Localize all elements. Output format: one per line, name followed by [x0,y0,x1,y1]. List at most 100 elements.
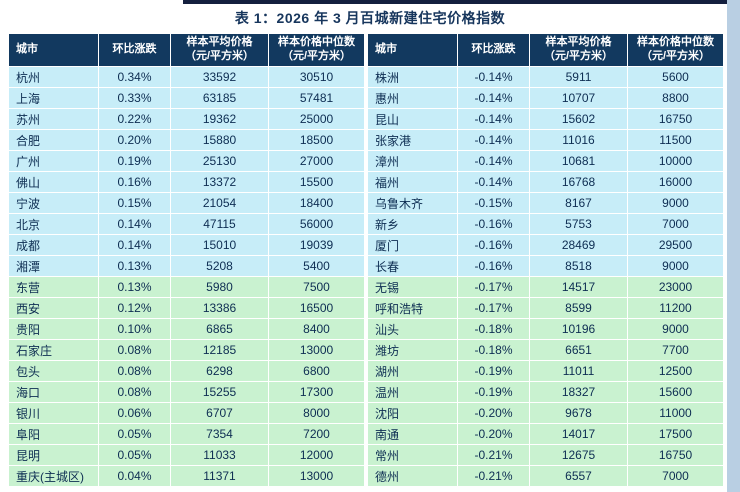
cell-change: 0.13% [98,255,171,277]
cell-city: 常州 [367,444,458,466]
cell-avg-price: 5980 [170,276,269,298]
cell-median-price: 7500 [268,276,365,298]
cell-city: 宁波 [8,192,99,214]
cell-city: 沈阳 [367,402,458,424]
cell-median-price: 25000 [268,108,365,130]
cell-median-price: 27000 [268,150,365,172]
cell-change: 0.33% [98,87,171,109]
left-table-body: 杭州 0.34% 33592 30510 上海 0.33% 63185 57481 苏州 0.22… [8,66,365,487]
cell-median-price: 7000 [627,213,724,235]
cell-city: 银川 [8,402,99,424]
table-row: 西安 0.12% 13386 16500 [8,297,365,319]
table-row: 漳州 -0.14% 10681 10000 [367,150,724,172]
cell-change: 0.10% [98,318,171,340]
cell-median-price: 5600 [627,66,724,88]
cell-city: 德州 [367,465,458,487]
cell-median-price: 23000 [627,276,724,298]
cell-avg-price: 8599 [529,297,628,319]
cell-change: -0.16% [457,234,530,256]
column-header-avg-price: 样本平均价格 （元/平方米） [170,33,269,67]
table-row: 惠州 -0.14% 10707 8800 [367,87,724,109]
header-row: 城市 环比涨跌 样本平均价格 （元/平方米） 样本价格中位数 （元/平方米） [367,33,724,67]
cell-median-price: 7700 [627,339,724,361]
cell-median-price: 5400 [268,255,365,277]
cell-change: -0.14% [457,66,530,88]
cell-city: 福州 [367,171,458,193]
cell-change: -0.14% [457,108,530,130]
cell-median-price: 30510 [268,66,365,88]
cell-change: 0.08% [98,339,171,361]
cell-change: 0.13% [98,276,171,298]
cell-change: 0.16% [98,171,171,193]
header-row: 城市 环比涨跌 样本平均价格 （元/平方米） 样本价格中位数 （元/平方米） [8,33,365,67]
cell-avg-price: 9678 [529,402,628,424]
cell-median-price: 9000 [627,318,724,340]
column-header-median-price: 样本价格中位数 （元/平方米） [268,33,365,67]
cell-change: 0.12% [98,297,171,319]
cell-change: -0.16% [457,213,530,235]
cell-avg-price: 13372 [170,171,269,193]
cell-city: 潍坊 [367,339,458,361]
cell-median-price: 16500 [268,297,365,319]
cell-change: -0.14% [457,87,530,109]
cell-avg-price: 63185 [170,87,269,109]
cell-avg-price: 28469 [529,234,628,256]
table-row: 南通 -0.20% 14017 17500 [367,423,724,445]
cell-city: 苏州 [8,108,99,130]
table-row: 重庆(主城区) 0.04% 11371 13000 [8,465,365,487]
cell-median-price: 15500 [268,171,365,193]
cell-city: 汕头 [367,318,458,340]
cell-change: 0.05% [98,444,171,466]
cell-city: 湖州 [367,360,458,382]
cell-avg-price: 10681 [529,150,628,172]
cell-avg-price: 6865 [170,318,269,340]
cell-avg-price: 11371 [170,465,269,487]
cell-median-price: 8400 [268,318,365,340]
cell-change: 0.14% [98,234,171,256]
table-row: 湖州 -0.19% 11011 12500 [367,360,724,382]
table-row: 乌鲁木齐 -0.15% 8167 9000 [367,192,724,214]
column-header-city: 城市 [8,33,99,67]
cell-avg-price: 6651 [529,339,628,361]
cell-avg-price: 16768 [529,171,628,193]
cell-median-price: 8000 [268,402,365,424]
cell-avg-price: 5753 [529,213,628,235]
cell-change: 0.20% [98,129,171,151]
cell-avg-price: 12185 [170,339,269,361]
cell-change: 0.22% [98,108,171,130]
cell-city: 昆明 [8,444,99,466]
cell-avg-price: 8518 [529,255,628,277]
cell-city: 贵阳 [8,318,99,340]
cell-median-price: 11000 [627,402,724,424]
cell-city: 南通 [367,423,458,445]
column-header-median-price: 样本价格中位数 （元/平方米） [627,33,724,67]
column-header-city: 城市 [367,33,458,67]
table-row: 宁波 0.15% 21054 18400 [8,192,365,214]
cell-avg-price: 14517 [529,276,628,298]
cell-avg-price: 7354 [170,423,269,445]
table-title: 表 1：2026 年 3 月百城新建住宅价格指数 [234,10,506,26]
cell-change: -0.18% [457,318,530,340]
cell-city: 东营 [8,276,99,298]
column-header-change: 环比涨跌 [457,33,530,67]
cell-median-price: 6800 [268,360,365,382]
top-border-bar [183,0,740,4]
cell-median-price: 18500 [268,129,365,151]
cell-median-price: 17500 [627,423,724,445]
cell-avg-price: 6557 [529,465,628,487]
table-row: 阜阳 0.05% 7354 7200 [8,423,365,445]
cell-avg-price: 5911 [529,66,628,88]
cell-median-price: 19039 [268,234,365,256]
cell-change: -0.20% [457,423,530,445]
cell-median-price: 7200 [268,423,365,445]
left-table: 城市 环比涨跌 样本平均价格 （元/平方米） 样本价格中位数 （元/平方米） 杭州 0.34… [8,33,365,487]
cell-change: 0.08% [98,360,171,382]
column-header-avg-price: 样本平均价格 （元/平方米） [529,33,628,67]
cell-city: 上海 [8,87,99,109]
cell-change: -0.15% [457,192,530,214]
cell-city: 昆山 [367,108,458,130]
cell-median-price: 18400 [268,192,365,214]
cell-city: 无锡 [367,276,458,298]
cell-city: 长春 [367,255,458,277]
